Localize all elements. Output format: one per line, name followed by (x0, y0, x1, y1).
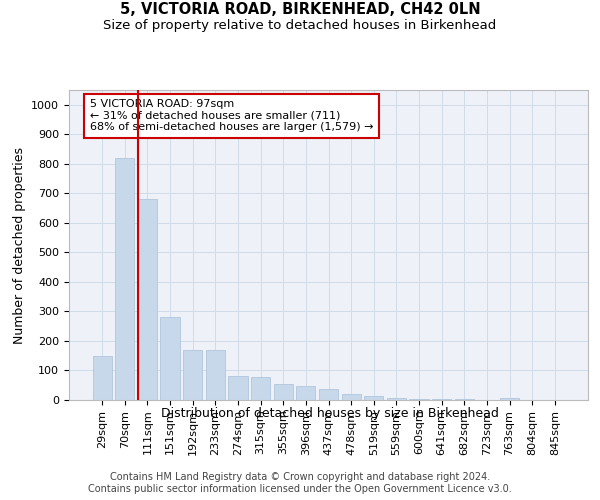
Bar (183, 350, 202, 400)
Bar (319, 389, 338, 400)
Bar (364, 396, 383, 400)
Text: Distribution of detached houses by size in Birkenhead: Distribution of detached houses by size … (161, 408, 499, 420)
Bar (138, 199, 157, 400)
Bar (251, 377, 270, 400)
Text: Contains HM Land Registry data © Crown copyright and database right 2024.
Contai: Contains HM Land Registry data © Crown c… (88, 472, 512, 494)
Bar (409, 398, 428, 400)
Bar (387, 398, 406, 400)
Text: 5 VICTORIA ROAD: 97sqm
← 31% of detached houses are smaller (711)
68% of semi-de: 5 VICTORIA ROAD: 97sqm ← 31% of detached… (90, 100, 373, 132)
Bar (455, 399, 474, 400)
Text: 5, VICTORIA ROAD, BIRKENHEAD, CH42 0LN: 5, VICTORIA ROAD, BIRKENHEAD, CH42 0LN (119, 2, 481, 18)
Y-axis label: Number of detached properties: Number of detached properties (13, 146, 26, 344)
Bar (500, 398, 519, 400)
Bar (92, 356, 112, 400)
Text: Size of property relative to detached houses in Birkenhead: Size of property relative to detached ho… (103, 18, 497, 32)
Bar (229, 376, 248, 400)
Bar (274, 384, 293, 400)
Bar (296, 386, 316, 400)
Bar (160, 318, 180, 400)
Bar (341, 394, 361, 400)
Bar (115, 158, 134, 400)
Bar (432, 399, 451, 400)
Bar (206, 350, 225, 400)
